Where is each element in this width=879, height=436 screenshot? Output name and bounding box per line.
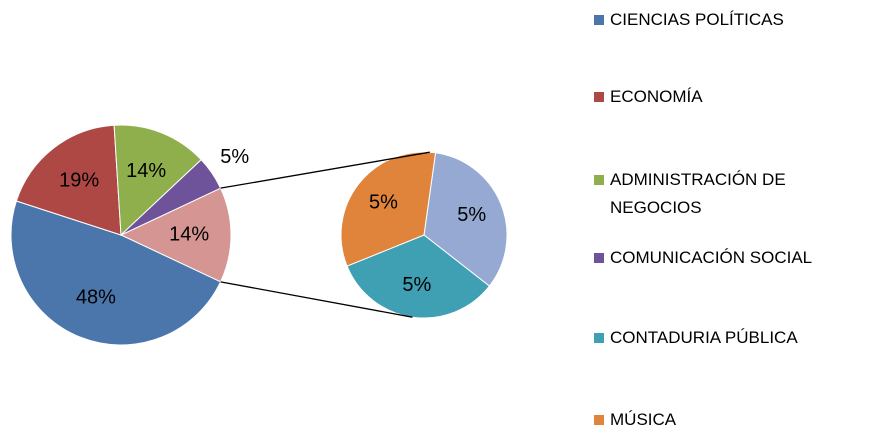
data-label: 5% <box>220 146 249 168</box>
pie-slice <box>120 158 222 236</box>
legend-swatch <box>594 92 604 102</box>
legend-swatch <box>594 253 604 263</box>
legend-label: CIENCIAS POLÍTICAS <box>610 10 784 29</box>
pie-slice <box>340 151 437 267</box>
legend-label: CONTADURIA PÚBLICA <box>610 328 798 347</box>
pie-slice <box>113 124 202 237</box>
legend-swatch <box>594 333 604 343</box>
legend-swatch <box>594 415 604 425</box>
pie-slice <box>423 152 508 287</box>
legend-swatch <box>594 15 604 25</box>
legend-label: COMUNICACIÓN SOCIAL <box>610 248 813 267</box>
data-label: 19% <box>59 169 99 191</box>
legend-label: ECONOMÍA <box>610 87 703 106</box>
legend-item: CIENCIAS POLÍTICAS <box>594 6 879 34</box>
pie-slice <box>119 187 232 283</box>
data-label: 5% <box>402 274 431 296</box>
legend-label: MÚSICA <box>610 410 677 429</box>
legend-item: MÚSICA <box>594 406 879 434</box>
legend-swatch <box>594 175 604 185</box>
data-label: 14% <box>126 160 166 182</box>
data-label: 5% <box>457 204 486 226</box>
pie-slice <box>10 200 222 346</box>
legend-item: CONTADURIA PÚBLICA <box>594 324 879 352</box>
legend-item: COMUNICACIÓN SOCIAL <box>594 244 879 272</box>
connector-line <box>220 151 430 189</box>
legend-item: ADMINISTRACIÓN DE NEGOCIOS <box>594 166 879 222</box>
legend-item: ECONOMÍA <box>594 83 879 111</box>
data-label: 5% <box>369 192 398 214</box>
pie-slice <box>15 124 122 236</box>
connector-line <box>220 281 413 318</box>
data-label: 14% <box>169 223 209 245</box>
data-label: 48% <box>76 287 116 309</box>
legend-label: ADMINISTRACIÓN DE NEGOCIOS <box>610 170 786 217</box>
